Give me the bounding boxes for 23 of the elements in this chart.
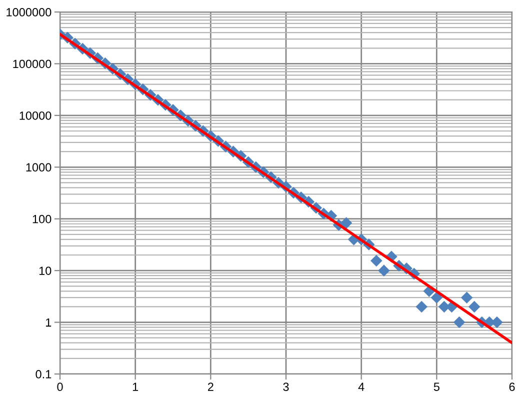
x-tick-label: 5 [434,382,440,392]
x-tick-label: 4 [358,382,364,391]
x-tick-label: 2 [208,382,214,391]
point [453,316,466,328]
point [460,292,473,304]
y-tick-label: 100000 [13,60,52,68]
point [370,254,382,267]
y-tick-label: 10 [39,266,52,275]
x-tick-label: 6 [509,382,515,392]
x-tick-label: 0 [57,382,63,392]
y-tick-label: 0.1 [36,370,52,378]
y-tick-label: 1 [46,318,52,327]
point [340,217,352,229]
point [378,264,390,276]
point [468,300,480,313]
y-tick-label: 10000 [20,111,52,120]
point [416,300,428,313]
y-tick-label: 1000 [26,163,52,172]
x-tick-label: 3 [283,382,289,392]
x-tick-label: 1 [132,382,138,391]
y-tick-label: 1000000 [6,8,52,16]
point [430,292,443,304]
y-tick-label: 100 [32,214,52,224]
